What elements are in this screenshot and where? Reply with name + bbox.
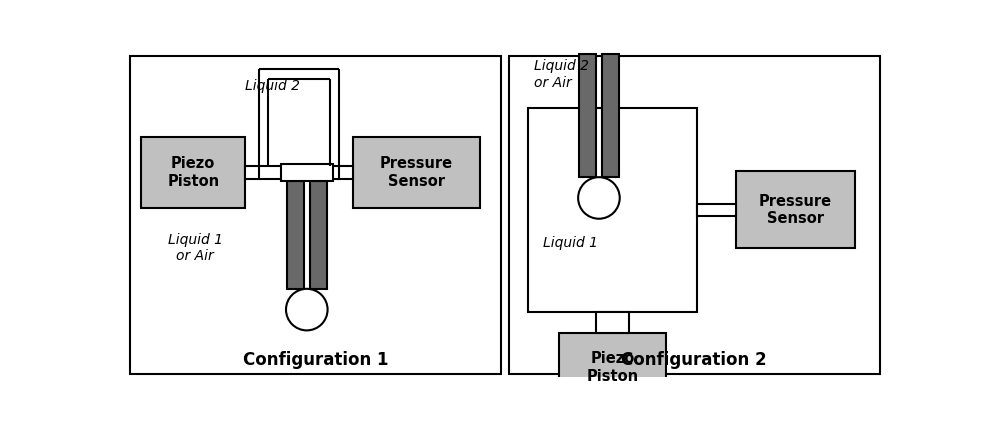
Bar [141,137,245,208]
Bar [310,181,326,289]
Text: Configuration 1: Configuration 1 [243,351,387,369]
Bar [528,108,696,312]
Bar [339,166,353,179]
Bar [601,54,618,177]
Bar [596,312,628,333]
Bar [696,204,735,216]
Bar [579,54,596,177]
Text: Configuration 2: Configuration 2 [620,351,766,369]
Text: Liquid 2
or Air: Liquid 2 or Air [533,59,589,90]
Text: Pressure
Sensor: Pressure Sensor [380,156,453,189]
Bar [508,56,879,374]
Text: Liquid 2: Liquid 2 [245,79,300,93]
Text: Piezo
Piston: Piezo Piston [167,156,219,189]
Bar [353,137,479,208]
Circle shape [286,289,327,330]
Text: Piezo
Piston: Piezo Piston [586,351,638,384]
Bar [280,164,332,181]
Bar [558,333,666,401]
Bar [735,171,854,248]
Bar [129,56,500,374]
Circle shape [578,177,619,219]
Text: Liquid 1: Liquid 1 [542,236,598,250]
Text: Liquid 1
or Air: Liquid 1 or Air [168,233,223,263]
Bar [245,166,258,179]
Bar [287,181,304,289]
Text: Pressure
Sensor: Pressure Sensor [758,194,831,226]
